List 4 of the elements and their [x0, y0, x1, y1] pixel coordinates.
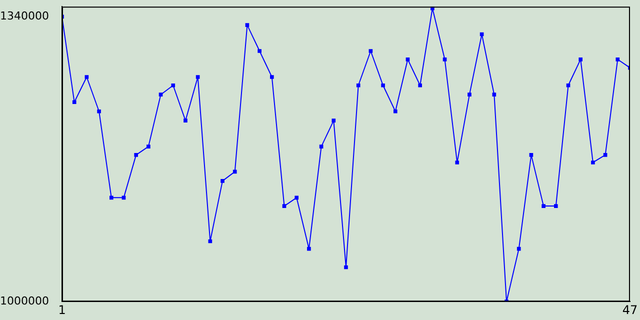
x-tick-label: 47	[622, 302, 638, 317]
x-tick-label: 1	[58, 302, 66, 317]
y-tick-label: 1340000	[0, 10, 49, 23]
y-tick-label: 1000000	[0, 294, 49, 308]
